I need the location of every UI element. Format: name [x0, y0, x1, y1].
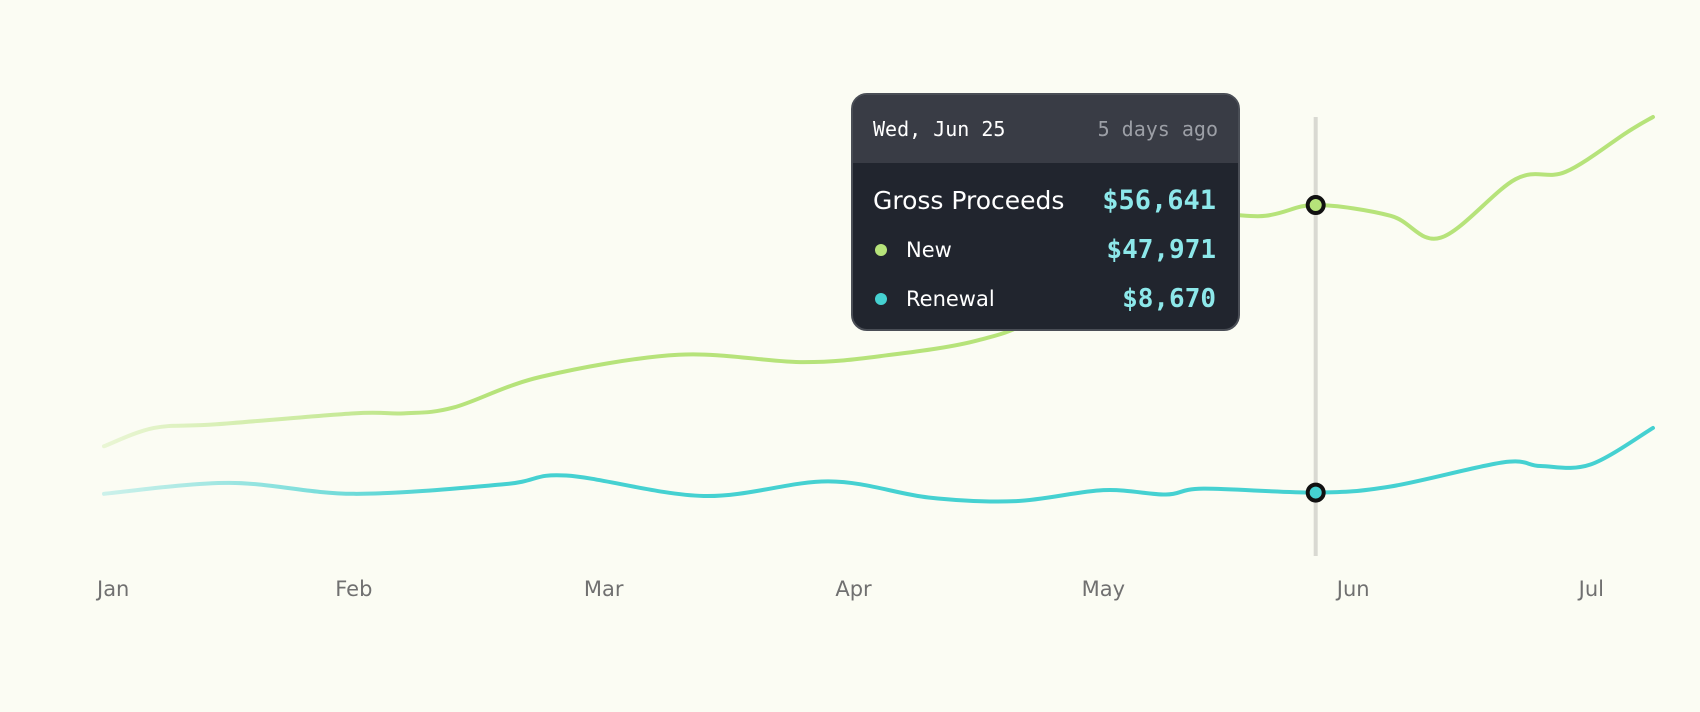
x-tick-label: Mar [584, 577, 624, 601]
x-tick-label: Apr [835, 577, 872, 601]
series-layer [102, 115, 1655, 504]
hover-markers [1305, 195, 1326, 503]
hover-point-renewal [1305, 482, 1326, 503]
tooltip-row-renewal: Renewal $8,670 [873, 284, 1216, 314]
x-tick-label: Feb [335, 577, 372, 601]
new-legend-dot-icon [875, 244, 887, 256]
tooltip-total-label: Gross Proceeds [873, 186, 1065, 215]
hover-tooltip: Wed, Jun 25 5 days ago Gross Proceeds $5… [851, 93, 1240, 331]
tooltip-relative-time: 5 days ago [1097, 117, 1218, 141]
tooltip-new-label: New [906, 238, 952, 262]
x-axis-ticks: Jan Feb Mar Apr May Jun Jul [95, 577, 1604, 601]
series-line-renewal [102, 425, 1655, 504]
x-tick-label: Jan [95, 577, 129, 601]
tooltip-renewal-value: $8,670 [1122, 284, 1216, 314]
tooltip-row-new: New $47,971 [873, 235, 1216, 265]
tooltip-header: Wed, Jun 25 5 days ago [853, 95, 1238, 163]
tooltip-total-value: $56,641 [1102, 185, 1216, 216]
series-line-new [102, 115, 1655, 449]
tooltip-date: Wed, Jun 25 [873, 117, 1006, 141]
x-tick-label: May [1082, 577, 1125, 601]
tooltip-total-row: Gross Proceeds $56,641 [873, 185, 1216, 216]
x-tick-label: Jun [1335, 577, 1370, 601]
x-tick-label: Jul [1577, 577, 1604, 601]
renewal-legend-dot-icon [875, 293, 887, 305]
tooltip-new-value: $47,971 [1106, 235, 1216, 265]
hover-point-new [1305, 195, 1326, 216]
tooltip-renewal-label: Renewal [906, 287, 995, 311]
